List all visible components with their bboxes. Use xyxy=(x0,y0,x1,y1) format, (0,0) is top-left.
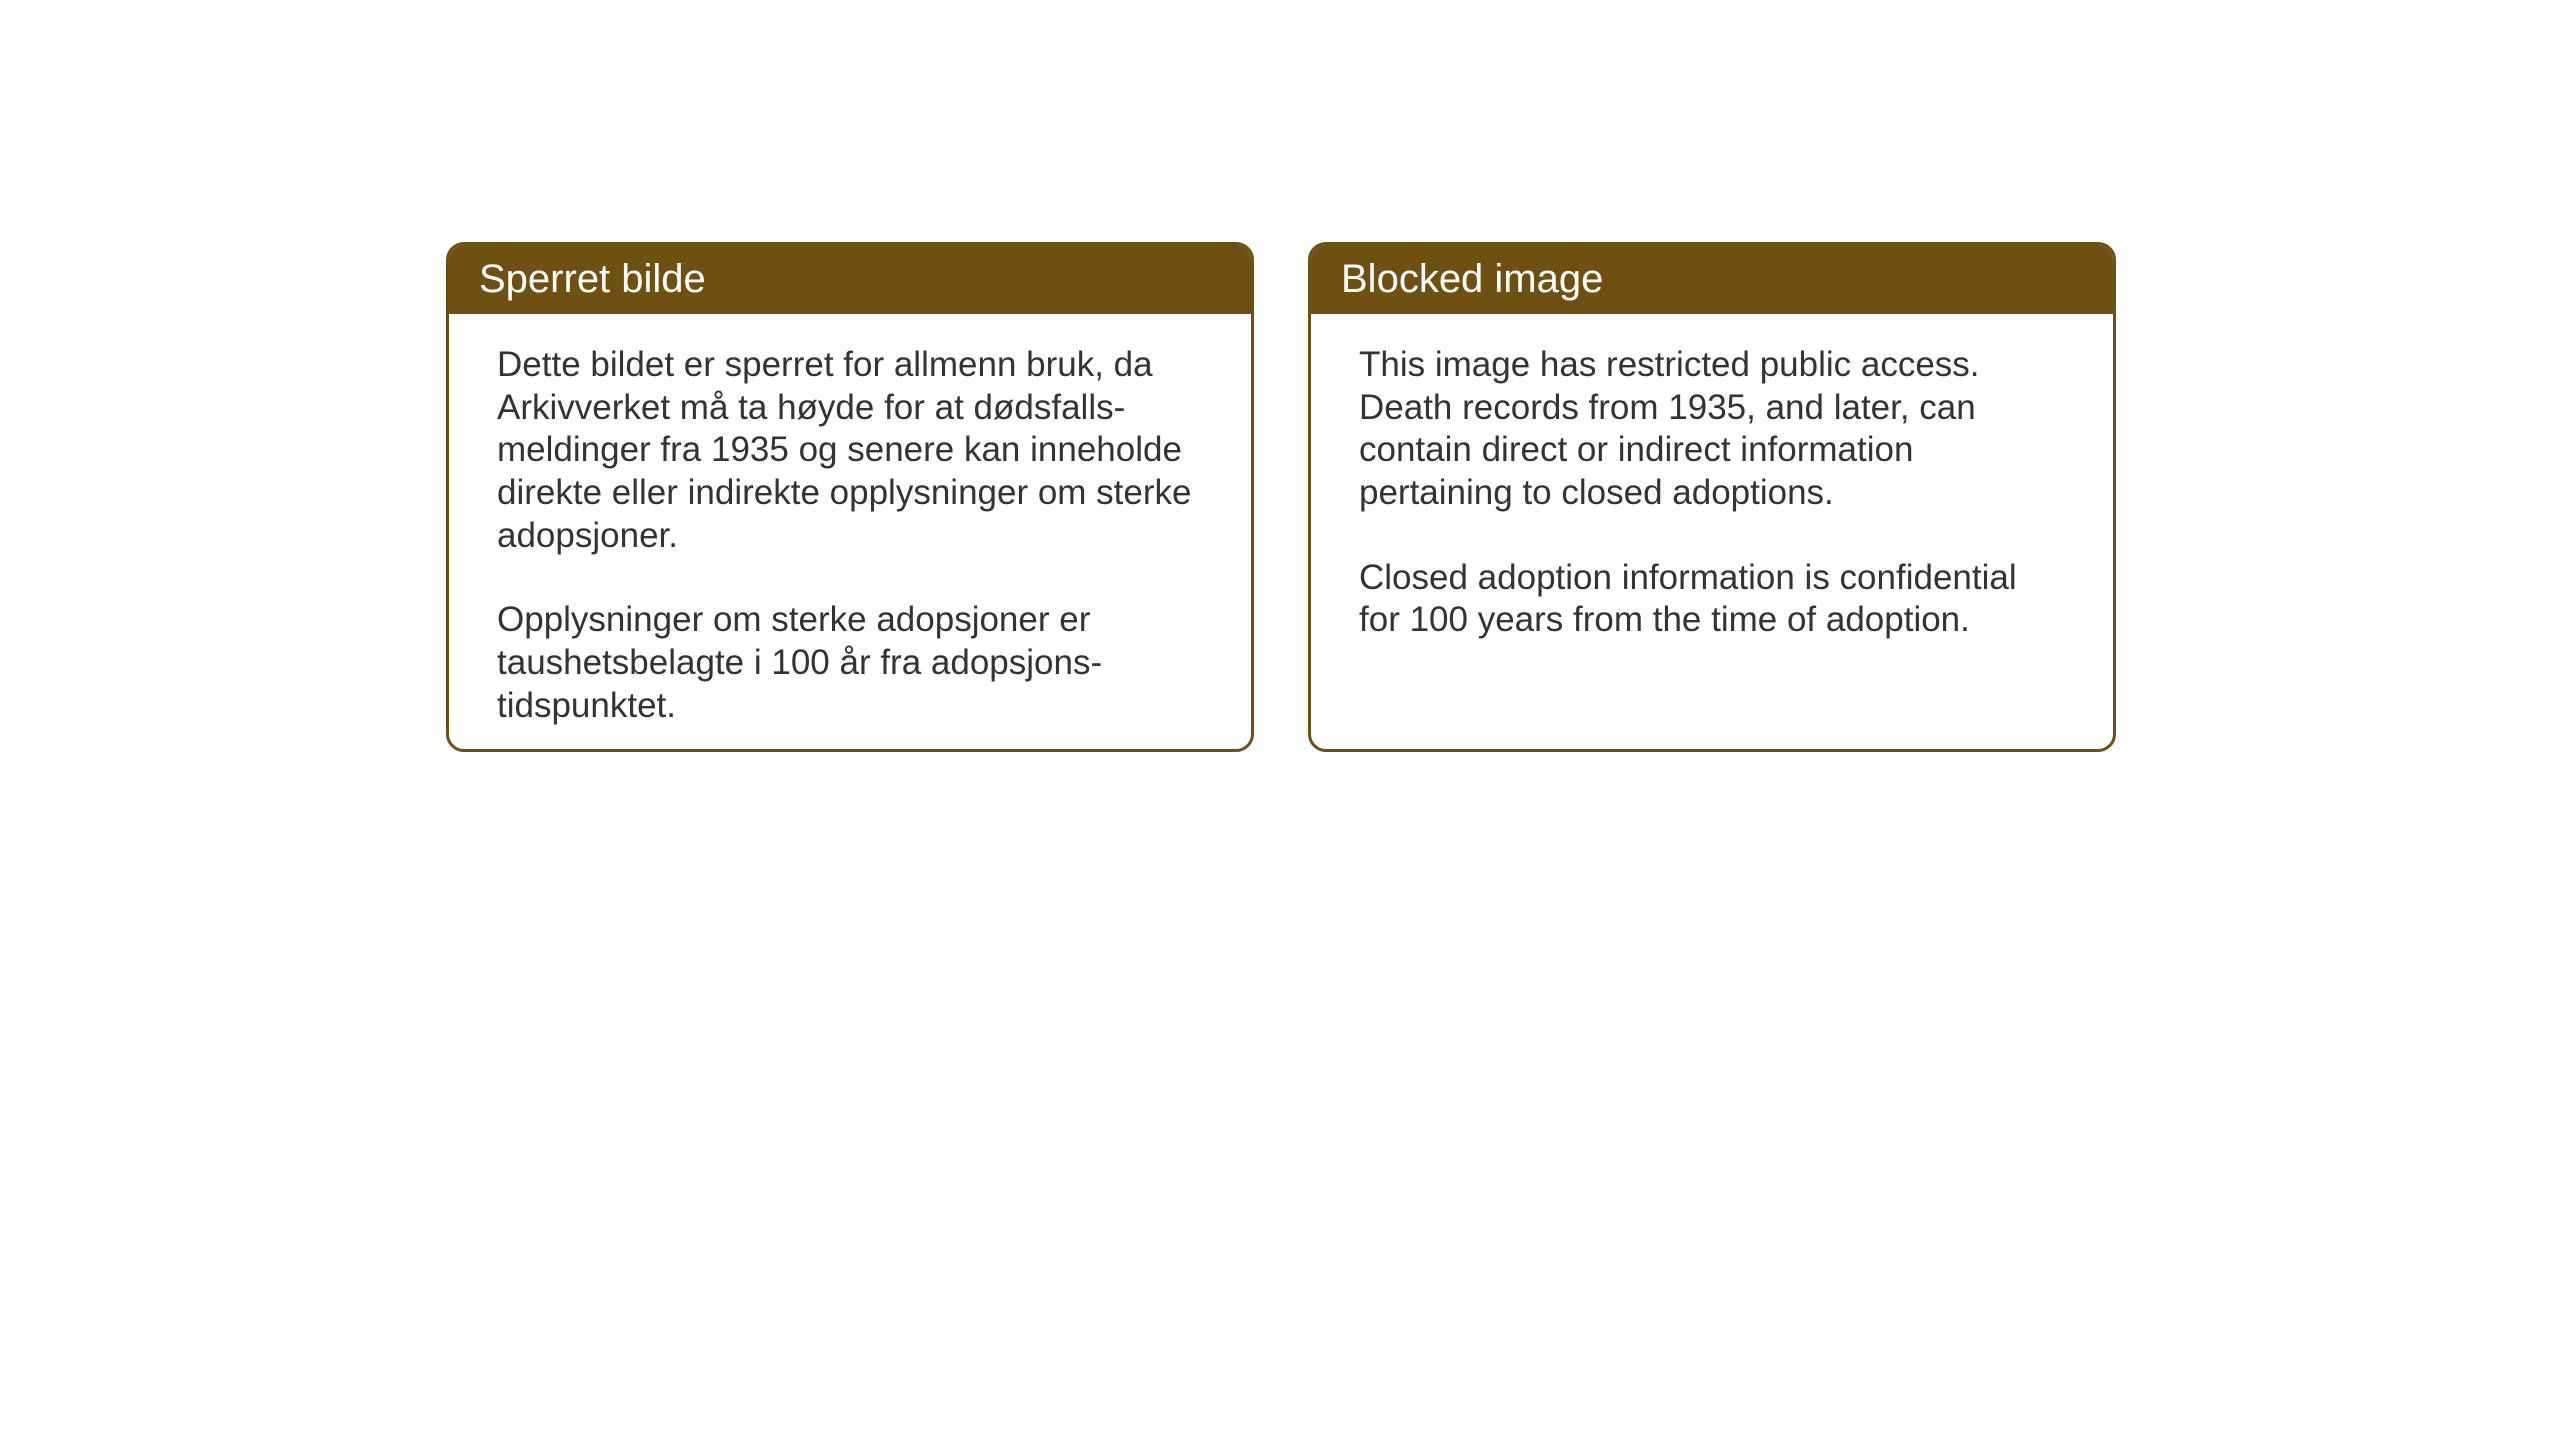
norwegian-card-title: Sperret bilde xyxy=(479,257,706,301)
cards-container: Sperret bilde Dette bildet er sperret fo… xyxy=(446,242,2116,752)
english-card-body: This image has restricted public access.… xyxy=(1311,314,2113,672)
norwegian-card: Sperret bilde Dette bildet er sperret fo… xyxy=(446,242,1254,752)
english-paragraph-2: Closed adoption information is confident… xyxy=(1359,557,2065,642)
norwegian-paragraph-1: Dette bildet er sperret for allmenn bruk… xyxy=(497,344,1203,557)
norwegian-card-body: Dette bildet er sperret for allmenn bruk… xyxy=(449,314,1251,752)
english-paragraph-1: This image has restricted public access.… xyxy=(1359,344,2065,515)
english-card-header: Blocked image xyxy=(1311,245,2113,314)
english-card-title: Blocked image xyxy=(1341,257,1603,301)
norwegian-card-header: Sperret bilde xyxy=(449,245,1251,314)
norwegian-paragraph-2: Opplysninger om sterke adopsjoner er tau… xyxy=(497,599,1203,727)
english-card: Blocked image This image has restricted … xyxy=(1308,242,2116,752)
